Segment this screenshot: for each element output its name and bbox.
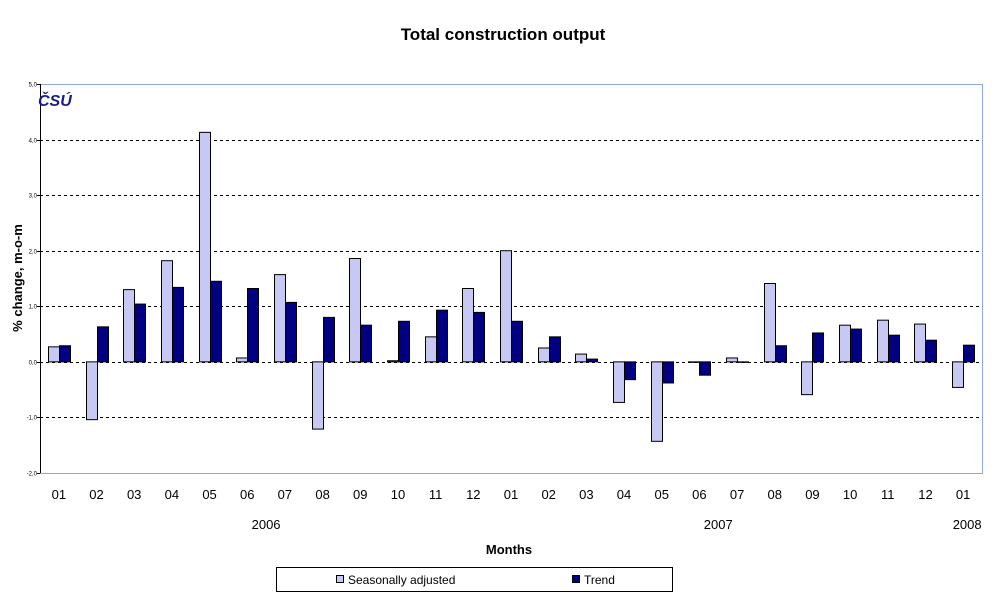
x-tick-label: 02 [541,487,555,502]
bar-trend [662,361,674,384]
x-tick-label: 02 [89,487,103,502]
x-tick-label: 01 [52,487,66,502]
legend-label-trend: Trend [584,573,615,587]
bar-seasonally-adjusted [425,336,437,363]
bar-trend [398,320,410,363]
bar-trend [586,358,598,363]
bar-seasonally-adjusted [123,289,135,363]
y-tick-label: 3,0 [29,194,38,200]
bar-seasonally-adjusted [274,274,286,363]
x-axis-label: Months [486,542,532,557]
y-tick-label: 5,0 [29,83,38,89]
bar-seasonally-adjusted [387,360,399,363]
x-tick-label: 12 [466,487,480,502]
x-tick-label: 07 [730,487,744,502]
y-tick-label: -1,0 [27,416,38,422]
x-tick-label: 03 [579,487,593,502]
x-tick-label: 03 [127,487,141,502]
bar-seasonally-adjusted [688,361,700,363]
bar-trend [134,303,146,363]
x-tick-label: 07 [278,487,292,502]
bar-seasonally-adjusted [613,361,625,403]
bar-trend [247,288,259,363]
bar-seasonally-adjusted [914,323,926,363]
csu-logo: ČSÚ [38,91,72,110]
x-tick-label: 05 [654,487,668,502]
plot-area: 5,0 4,0 3,0 2,0 1,0 0,0 -1,0 -2,0 ČSÚ 01 02 03 04 05 0… [27,83,983,532]
bar-seasonally-adjusted [199,131,211,363]
x-tick-label: 01 [956,487,970,502]
bar-trend [511,320,523,363]
x-tick-label: 01 [504,487,518,502]
bar-seasonally-adjusted [312,361,324,430]
bar-seasonally-adjusted [839,324,851,363]
bar-trend [812,332,824,363]
x-tick-label: 04 [165,487,179,502]
bar-trend [285,301,297,363]
legend-swatch-seasonally-adjusted [336,575,344,583]
bar-seasonally-adjusted [726,357,738,363]
x-tick-label: 08 [768,487,782,502]
x-tick-label: 11 [429,487,443,502]
bar-trend [473,311,485,363]
bar-seasonally-adjusted [500,250,512,363]
legend: Seasonally adjusted Trend [276,567,673,592]
bar-seasonally-adjusted [236,357,248,363]
bar-trend [888,334,900,363]
x-tick-label: 10 [391,487,405,502]
x-tick-label: 04 [617,487,631,502]
year-label: 2006 [252,517,281,532]
y-axis-label: % change, m-o-m [10,224,25,332]
bar-trend [963,344,975,363]
bar-trend [172,286,184,363]
bar-seasonally-adjusted [86,361,98,421]
bar-seasonally-adjusted [952,361,964,388]
bar-trend [436,309,448,363]
y-tick-label: 1,0 [29,305,38,311]
legend-swatch-trend [572,575,580,583]
bar-seasonally-adjusted [161,260,173,363]
x-tick-label: 06 [692,487,706,502]
x-tick-label: 09 [353,487,367,502]
bar-seasonally-adjusted [877,319,889,363]
y-tick-label: 2,0 [29,250,38,256]
y-tick-label: 4,0 [29,139,38,145]
bar-seasonally-adjusted [48,346,60,363]
bar-seasonally-adjusted [801,361,813,396]
bar-seasonally-adjusted [651,361,663,442]
year-label: 2008 [953,517,982,532]
bar-trend [624,361,636,381]
x-tick-label: 10 [843,487,857,502]
bar-seasonally-adjusted [575,353,587,363]
x-tick-label: 06 [240,487,254,502]
x-tick-label: 09 [805,487,819,502]
chart-title: Total construction output [401,25,606,44]
bar-trend [699,361,711,376]
y-tick-label: -2,0 [27,472,38,478]
bar-trend [775,345,787,363]
bar-trend [549,336,561,363]
bar-trend [850,328,862,363]
bar-trend [97,326,109,363]
bar-trend [59,345,71,363]
x-tick-label: 08 [315,487,329,502]
x-tick-label: 12 [918,487,932,502]
bar-trend [737,361,749,363]
bar-trend [360,324,372,363]
legend-label-seasonally-adjusted: Seasonally adjusted [348,573,455,587]
bar-trend [210,280,222,363]
bar-trend [925,339,937,363]
bar-trend [323,316,335,363]
bar-seasonally-adjusted [764,283,776,363]
x-tick-label: 05 [202,487,216,502]
bar-seasonally-adjusted [349,257,361,363]
x-tick-label: 11 [881,487,895,502]
bar-seasonally-adjusted [538,347,550,363]
year-label: 2007 [704,517,733,532]
bar-seasonally-adjusted [462,288,474,363]
y-tick-label: 0,0 [29,361,38,367]
